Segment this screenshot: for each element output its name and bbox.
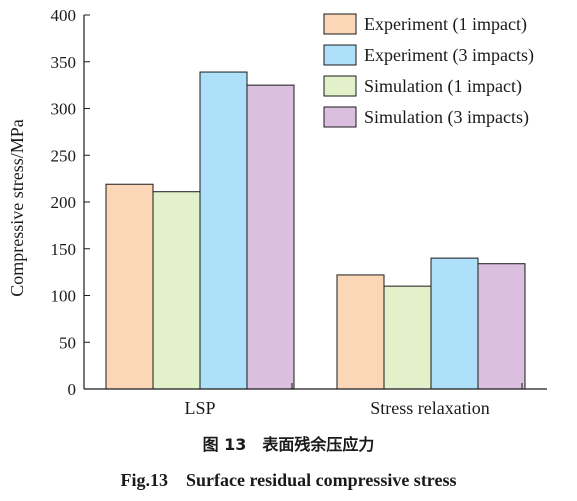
y-tick-label: 250 xyxy=(51,146,77,165)
y-tick-label: 50 xyxy=(59,333,76,352)
y-tick-label: 200 xyxy=(51,193,77,212)
bars-group xyxy=(105,71,526,390)
x-axis: LSP Stress relaxation xyxy=(84,383,547,418)
bar-lsp-simulation-3-impacts xyxy=(246,84,295,390)
y-tick-label: 350 xyxy=(51,53,77,72)
bar-stress-relaxation-simulation-3-impacts xyxy=(477,263,526,390)
legend-swatch xyxy=(323,13,357,35)
legend-swatch xyxy=(323,106,357,128)
y-tick-label: 150 xyxy=(51,240,77,259)
figure-caption-chinese: 图 13 表面残余压应力 xyxy=(202,435,375,454)
figure-caption-english: Fig.13 Surface residual compressive stre… xyxy=(120,470,457,490)
bar-lsp-simulation-1-impact xyxy=(152,191,201,390)
y-tick-label: 0 xyxy=(68,380,77,399)
legend: Experiment (1 impact) Experiment (3 impac… xyxy=(323,13,534,128)
bar-lsp-experiment-3-impacts xyxy=(199,71,248,390)
y-axis: 0 50 100 150 200 250 300 350 400 xyxy=(51,6,90,399)
y-tick-label: 300 xyxy=(51,100,77,119)
bar-stress-relaxation-simulation-1-impact xyxy=(383,285,432,390)
legend-swatch xyxy=(323,75,357,97)
legend-label: Experiment (1 impact) xyxy=(364,14,527,35)
x-category-label: Stress relaxation xyxy=(370,398,489,418)
y-axis-title: Compressive stress/MPa xyxy=(7,119,27,297)
legend-label: Simulation (3 impacts) xyxy=(364,107,529,128)
y-tick-label: 100 xyxy=(51,287,77,306)
y-tick-label: 400 xyxy=(51,6,77,25)
bar-chart: 0 50 100 150 200 250 300 350 400 LSP Stress relax… xyxy=(7,6,547,418)
bar-stress-relaxation-experiment-1-impact xyxy=(336,274,385,390)
x-category-label: LSP xyxy=(184,398,215,418)
bar-lsp-experiment-1-impact xyxy=(105,183,154,390)
legend-label: Simulation (1 impact) xyxy=(364,76,522,97)
legend-label: Experiment (3 impacts) xyxy=(364,45,534,66)
bar-stress-relaxation-experiment-3-impacts xyxy=(430,257,479,390)
legend-swatch xyxy=(323,44,357,66)
